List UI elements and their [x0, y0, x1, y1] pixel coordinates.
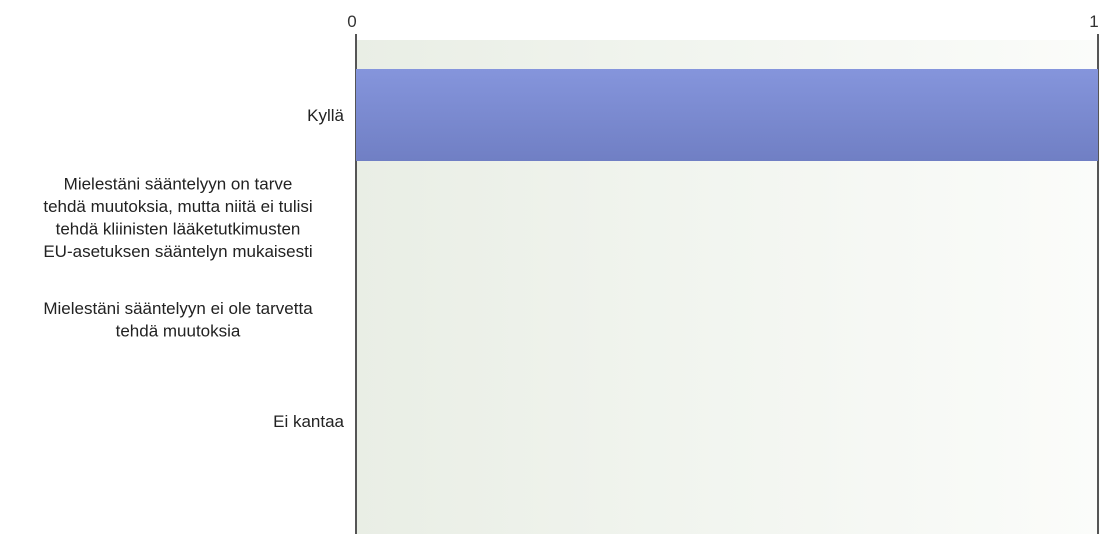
x-tick-label-0: 0 — [347, 12, 356, 31]
category-labels: Kyllä Mielestäni sääntelyyn on tarve tehdä… — [43, 106, 344, 431]
category-label-1: Mielestäni sääntelyyn on tarve tehdä muut… — [43, 174, 312, 261]
category-label-0: Kyllä — [307, 106, 344, 125]
bar-0 — [356, 69, 1098, 161]
x-tick-label-1: 1 — [1089, 12, 1098, 31]
category-label-2: Mielestäni sääntelyyn ei ole tarvetta teh… — [43, 299, 313, 341]
category-label-3: Ei kantaa — [273, 412, 344, 431]
bar-layer — [356, 69, 1098, 161]
